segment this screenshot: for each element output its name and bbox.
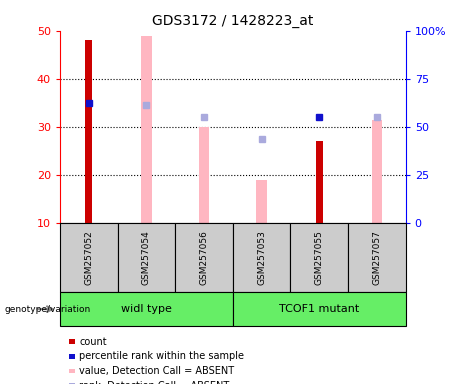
Bar bbox=[233, 292, 406, 326]
Text: GSM257052: GSM257052 bbox=[84, 230, 93, 285]
Bar bbox=[141, 36, 152, 223]
Bar bbox=[348, 223, 406, 292]
Text: rank, Detection Call = ABSENT: rank, Detection Call = ABSENT bbox=[79, 381, 230, 384]
Bar bbox=[372, 119, 382, 223]
Text: GSM257053: GSM257053 bbox=[257, 230, 266, 285]
Text: GSM257054: GSM257054 bbox=[142, 230, 151, 285]
Text: widl type: widl type bbox=[121, 304, 172, 314]
Text: GSM257057: GSM257057 bbox=[372, 230, 381, 285]
Bar bbox=[233, 223, 290, 292]
Title: GDS3172 / 1428223_at: GDS3172 / 1428223_at bbox=[152, 14, 313, 28]
Text: GSM257055: GSM257055 bbox=[315, 230, 324, 285]
Bar bbox=[60, 223, 118, 292]
Text: genotype/variation: genotype/variation bbox=[5, 305, 91, 314]
Text: count: count bbox=[79, 337, 107, 347]
Bar bbox=[85, 40, 92, 223]
Bar bbox=[60, 292, 233, 326]
Bar bbox=[199, 127, 209, 223]
Bar bbox=[118, 223, 175, 292]
Text: value, Detection Call = ABSENT: value, Detection Call = ABSENT bbox=[79, 366, 234, 376]
Text: TCOF1 mutant: TCOF1 mutant bbox=[279, 304, 360, 314]
Bar bbox=[316, 141, 323, 223]
Bar bbox=[256, 180, 267, 223]
Text: percentile rank within the sample: percentile rank within the sample bbox=[79, 351, 244, 361]
Bar bbox=[175, 223, 233, 292]
Text: GSM257056: GSM257056 bbox=[200, 230, 208, 285]
Bar bbox=[290, 223, 348, 292]
